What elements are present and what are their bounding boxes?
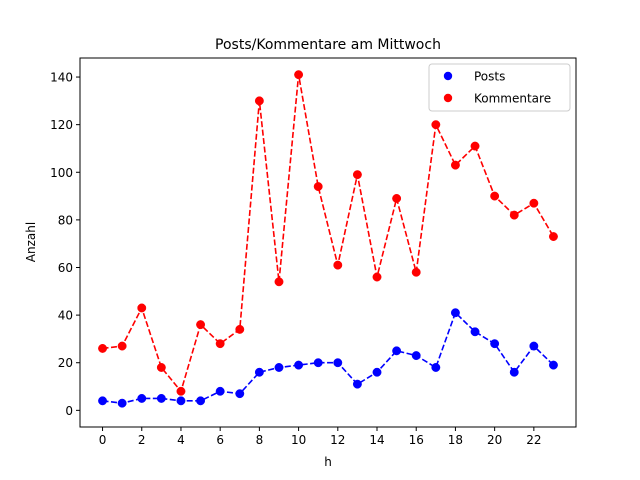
data-point-kommentare [98,343,108,353]
y-tick-label: 60 [58,261,73,275]
x-tick-label: 2 [138,433,146,447]
data-point-posts [549,360,558,370]
y-tick-label: 40 [58,309,73,323]
data-point-kommentare [313,182,323,192]
legend-label-kommentare: Kommentare [474,92,551,106]
data-point-kommentare [294,70,304,80]
y-tick-label: 140 [50,71,73,85]
x-tick-label: 22 [526,433,541,447]
data-point-posts [470,327,480,337]
legend-marker-kommentare [443,93,453,103]
data-point-posts [176,396,186,406]
x-tick-label: 12 [330,433,345,447]
x-tick-label: 14 [369,433,384,447]
data-point-posts [333,358,343,368]
data-point-posts [235,389,245,399]
data-point-kommentare [392,194,402,203]
data-point-posts [431,363,441,372]
series-line-kommentare [102,74,555,393]
x-axis-label: h [324,455,332,469]
data-point-kommentare [196,320,206,330]
data-point-posts [529,341,539,351]
data-point-posts [117,398,127,408]
data-point-kommentare [254,96,264,106]
y-tick-label: 20 [58,356,73,370]
y-tick-label: 100 [50,166,73,180]
x-tick-label: 0 [99,433,107,447]
data-point-kommentare [176,386,186,396]
legend-marker-posts [443,71,453,81]
data-point-kommentare [411,267,421,277]
data-point-posts [137,393,147,403]
x-tick-label: 16 [409,433,424,447]
plot-frame [79,57,577,428]
data-point-posts [254,367,264,377]
data-point-kommentare [372,272,382,282]
data-point-kommentare [470,141,480,151]
data-point-kommentare [137,303,147,313]
data-point-posts [490,339,500,349]
legend-label-posts: Posts [474,70,505,84]
data-point-kommentare [333,260,343,270]
data-point-posts [411,351,421,361]
y-tick-label: 80 [58,213,73,227]
x-tick-label: 18 [448,433,463,447]
data-point-posts [294,360,304,370]
data-point-kommentare [274,277,284,287]
data-point-kommentare [215,339,225,349]
data-point-kommentare [352,170,362,180]
data-point-kommentare [549,232,558,242]
data-point-posts [392,346,402,356]
data-point-kommentare [490,191,500,201]
data-point-posts [372,367,382,377]
data-point-posts [196,396,206,406]
legend: Posts Kommentare [428,63,571,112]
data-point-posts [352,379,362,389]
y-tick-label: 120 [50,118,73,132]
x-tick-label: 10 [291,433,306,447]
y-axis-label: Anzahl [24,222,38,262]
data-point-kommentare [235,324,245,334]
data-point-posts [450,308,460,318]
x-tick-label: 4 [177,433,185,447]
data-point-kommentare [450,160,460,170]
data-point-kommentare [156,363,166,372]
x-tick-label: 6 [216,433,224,447]
x-tick-label: 20 [487,433,502,447]
data-point-posts [215,386,225,396]
series-layer [98,70,558,408]
data-point-posts [156,393,166,403]
data-point-posts [274,363,284,372]
data-point-kommentare [529,198,539,208]
y-tick-label: 0 [65,404,73,418]
x-tick-label: 8 [256,433,264,447]
legend-box [428,63,571,112]
data-point-kommentare [117,341,127,351]
axes-layer: 0 2 4 6 8 10 12 14 16 18 20 22 0 20 40 60 80 100 120 140 [50,57,577,447]
data-point-posts [313,358,323,368]
data-point-kommentare [431,120,441,130]
chart-title: Posts/Kommentare am Mittwoch [215,37,441,53]
data-point-posts [98,396,108,406]
data-point-kommentare [509,210,519,220]
data-point-posts [509,367,519,377]
